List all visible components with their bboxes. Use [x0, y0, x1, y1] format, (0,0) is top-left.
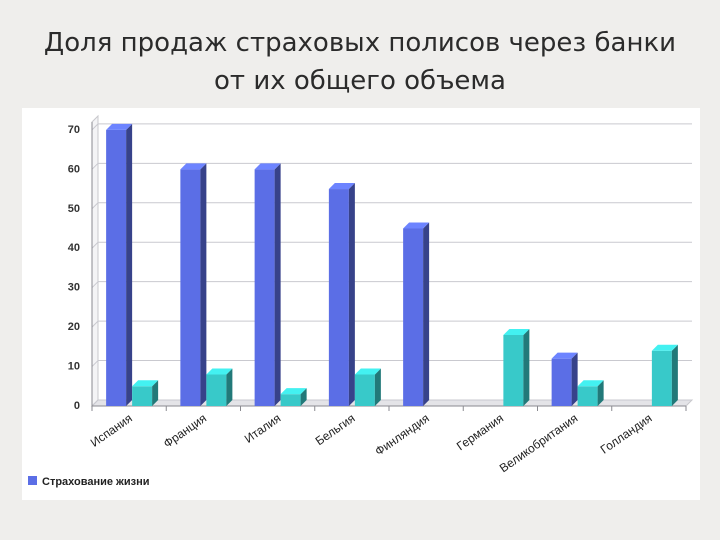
x-tick-label: Голландия	[598, 411, 655, 457]
bar-top	[551, 352, 578, 359]
x-tick-label: Испания	[88, 411, 135, 450]
bar	[328, 189, 349, 406]
bar	[106, 129, 127, 406]
bar-side	[597, 380, 604, 406]
y-tick-label: 70	[68, 124, 80, 136]
bar-top	[503, 329, 530, 335]
bar-side	[348, 183, 355, 406]
x-tick-label: Франция	[161, 411, 209, 451]
bar	[132, 386, 153, 406]
y-tick-label: 50	[68, 203, 80, 215]
bar-top	[328, 183, 355, 190]
bar	[577, 386, 598, 406]
gridline-side	[91, 320, 99, 328]
title-line-1: Доля продаж страховых полисов через банк…	[43, 28, 677, 58]
y-tick-label: 0	[74, 400, 80, 412]
bar-top	[651, 344, 678, 351]
gridline-side	[91, 123, 99, 131]
bar-top	[403, 222, 430, 229]
bar-top	[280, 388, 307, 395]
gridline-side	[91, 202, 99, 210]
gridline-side	[91, 162, 99, 170]
bar	[651, 350, 672, 406]
gridline-side	[91, 399, 99, 407]
bar-side	[226, 368, 233, 406]
bar-side	[571, 352, 578, 406]
bar-side	[152, 380, 159, 406]
bar	[354, 374, 375, 406]
bar-top	[106, 123, 133, 130]
legend-label: Страхование жизни	[42, 476, 149, 488]
bar-top	[180, 163, 207, 170]
bar-top	[206, 368, 233, 375]
y-tick-label: 30	[68, 282, 80, 294]
y-tick-label: 60	[68, 163, 80, 175]
bar-top	[577, 380, 604, 387]
y-tick-label: 20	[68, 321, 80, 333]
gridline-side	[91, 360, 99, 367]
x-tick-label: Италия	[242, 411, 284, 446]
bar-side	[374, 368, 381, 406]
chart-panel: 0 10 20 30 40 50 60 70 Испания Франция Италия Бельг…	[22, 108, 700, 500]
bar	[280, 394, 301, 406]
bar-side	[423, 222, 430, 406]
bar-side	[274, 163, 281, 406]
title-line-2: от их общего объема	[214, 66, 506, 96]
x-tick-label: Бельгия	[313, 411, 358, 448]
bar-side	[300, 388, 307, 406]
bar-chart: 0 10 20 30 40 50 60 70 Испания Франция Италия Бельг…	[28, 114, 694, 488]
gridline-side	[91, 241, 99, 249]
plot-side-wall	[91, 114, 99, 408]
x-tick-label: Великобритания	[497, 411, 581, 475]
bar	[403, 228, 424, 406]
gridline-side	[91, 281, 99, 289]
y-tick-label: 10	[68, 361, 80, 373]
bar	[206, 374, 227, 406]
x-tick-label: Германия	[454, 411, 506, 453]
y-tick-label: 40	[68, 242, 80, 254]
x-tick-label: Финляндия	[372, 411, 431, 458]
bar-top	[132, 380, 159, 387]
bar	[254, 169, 275, 406]
bar-top	[354, 368, 381, 375]
bar	[551, 358, 572, 406]
bar-side	[200, 163, 207, 406]
bar	[503, 335, 524, 406]
bar-side	[126, 123, 133, 406]
bar-side	[671, 344, 678, 406]
bar	[180, 169, 201, 406]
bar-top	[254, 163, 281, 170]
bar-side	[523, 329, 530, 406]
slide-title: Доля продаж страховых полисов через банк…	[20, 24, 700, 100]
legend-swatch	[28, 476, 37, 485]
